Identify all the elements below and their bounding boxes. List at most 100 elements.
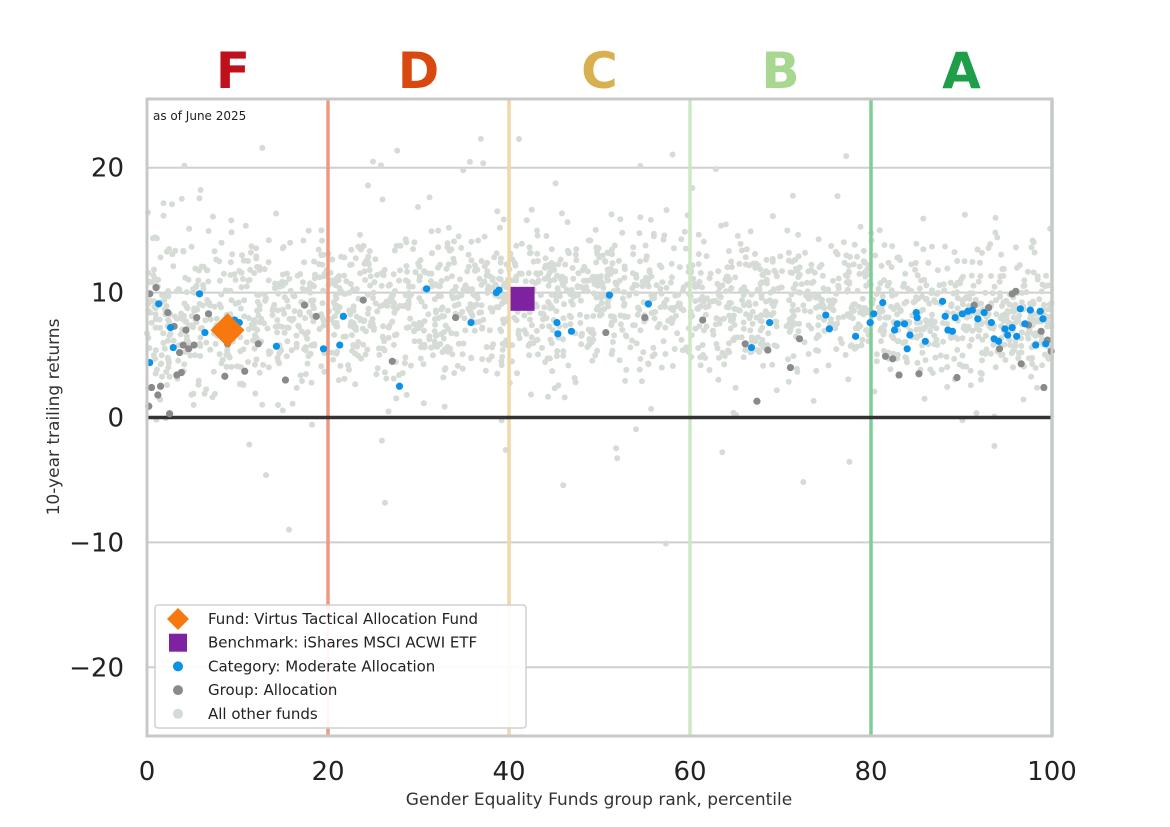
other-fund-point [752,264,759,271]
other-fund-point [411,338,418,345]
other-fund-point [960,363,966,370]
category-point [1042,340,1050,348]
other-fund-point [222,287,229,294]
other-fund-point [833,346,840,353]
other-fund-point [961,211,968,218]
other-fund-point [551,385,558,392]
other-fund-point [565,250,572,256]
legend-label: Benchmark: iShares MSCI ACWI ETF [208,634,477,652]
other-fund-point [674,303,681,310]
other-fund-point [1000,299,1007,306]
other-fund-point [281,329,288,336]
other-fund-point [590,336,597,343]
other-fund-point [660,236,667,243]
other-fund-point [633,290,640,297]
other-fund-point [703,323,710,330]
category-point [1026,306,1034,314]
other-fund-point [207,346,214,353]
other-fund-point [540,316,546,323]
other-fund-point [516,136,522,142]
other-fund-point [418,322,425,328]
other-fund-point [291,308,298,315]
other-fund-point [160,200,167,207]
other-fund-point [333,319,340,326]
group-point [300,301,309,309]
other-fund-point [253,356,260,363]
other-fund-point [166,332,173,339]
other-fund-point [621,266,628,273]
other-fund-point [305,227,312,234]
other-fund-point [902,270,909,277]
other-fund-point [301,259,308,266]
other-fund-point [561,394,568,401]
other-fund-point [498,328,505,335]
legend-label: Category: Moderate Allocation [208,657,435,675]
other-fund-point [967,367,974,374]
other-fund-point [621,289,627,296]
category-point [201,328,209,337]
other-fund-point [474,295,481,302]
other-fund-point [779,268,785,275]
other-fund-point [1034,384,1041,391]
other-fund-point [464,268,471,275]
other-fund-point [721,361,728,368]
other-fund-point [580,286,587,292]
other-fund-point [458,292,465,299]
y-axis-label: 10-year trailing returns [44,318,64,515]
other-fund-point [371,279,378,286]
other-fund-point [1038,288,1045,295]
other-fund-point [884,282,891,289]
other-fund-point [238,284,245,291]
other-fund-point [192,265,199,272]
other-fund-point [572,251,579,258]
category-point [958,310,967,318]
other-fund-point [583,313,590,320]
other-fund-point [574,283,581,290]
other-fund-point [318,363,325,370]
other-fund-point [381,338,388,345]
other-fund-point [192,352,198,359]
other-fund-point [743,246,750,253]
other-fund-point [617,312,624,319]
other-fund-point [974,246,981,253]
group-point [889,355,897,363]
other-fund-point [265,259,272,266]
other-fund-point [702,304,709,311]
other-fund-point [667,279,674,286]
other-fund-point [251,361,258,368]
other-fund-point [205,278,212,285]
other-fund-point [925,259,932,266]
other-fund-point [265,277,272,284]
other-fund-point [846,279,853,285]
other-fund-point [1016,350,1022,357]
other-fund-point [281,310,288,317]
legend-marker [173,661,183,672]
other-fund-point [983,346,990,353]
other-fund-point [846,458,853,465]
other-fund-point [834,251,841,258]
other-fund-point [597,307,604,314]
other-fund-point [462,327,469,334]
other-fund-point [913,326,920,333]
other-fund-point [828,316,834,323]
other-fund-point [741,284,747,291]
legend-marker [173,685,183,696]
other-fund-point [650,233,657,240]
other-fund-point [293,340,300,347]
other-fund-point [357,270,364,277]
x-tick-label: 0 [139,757,156,787]
other-fund-point [462,282,469,289]
other-fund-point [417,257,424,264]
other-fund-point [231,271,238,278]
other-fund-point [805,322,812,329]
other-fund-point [245,326,252,333]
other-fund-point [275,290,282,297]
other-fund-point [320,287,327,294]
other-fund-point [309,302,316,309]
other-fund-point [461,315,468,322]
other-fund-point [299,378,305,384]
other-fund-point [795,274,802,281]
other-fund-point [444,240,451,247]
other-fund-point [569,265,576,271]
other-fund-point [609,339,616,345]
